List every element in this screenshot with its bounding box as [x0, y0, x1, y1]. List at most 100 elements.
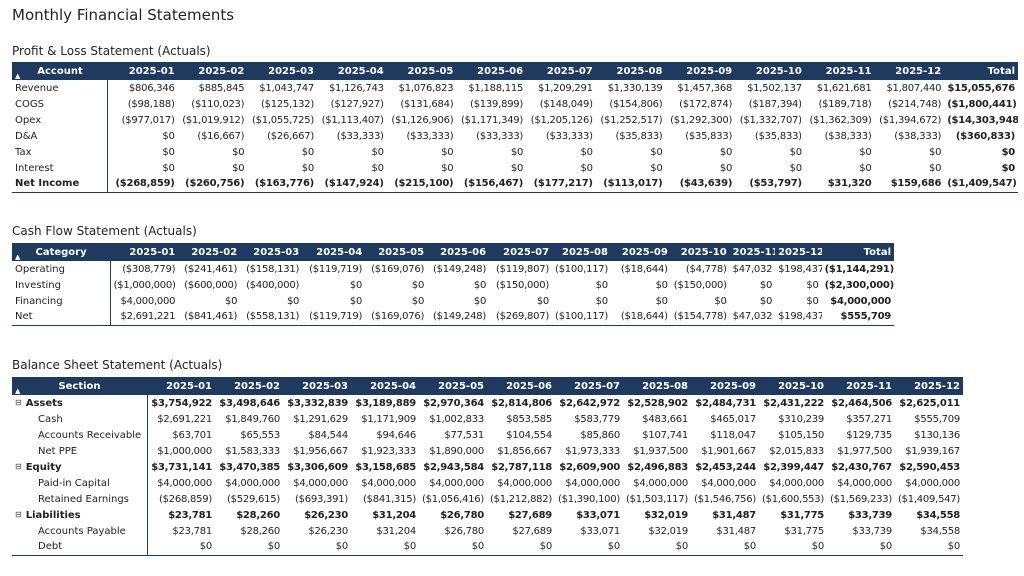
pl-cell: ($189,718)	[818, 98, 872, 110]
pl-total-cell: ($1,409,547)	[944, 176, 1018, 193]
bs-row-label[interactable]: ⊟ Assets	[12, 395, 148, 411]
bs-cell: $3,731,141	[151, 461, 212, 473]
cf-col-header[interactable]: 2025-02	[178, 243, 241, 261]
bs-cell: $26,230	[304, 509, 348, 521]
cf-row-label-text: Financing	[15, 295, 63, 307]
pl-cell: $1,330,139	[607, 82, 663, 94]
bs-row-label-text: Assets	[25, 397, 63, 409]
pl-cell: ($1,205,126)	[530, 114, 593, 126]
cf-col-header[interactable]: 2025-08	[552, 243, 611, 261]
bs-col-header[interactable]: 2025-12	[895, 377, 963, 395]
bs-cell: $104,554	[506, 429, 552, 441]
pl-col-header[interactable]: 2025-05	[386, 62, 457, 80]
pl-row-label: COGS	[12, 96, 109, 112]
pl-total-cell: ($1,800,441)	[947, 98, 1017, 110]
pl-cell: $0	[928, 162, 942, 174]
pl-col-header[interactable]: 2025-02	[177, 62, 248, 80]
collapse-toggle-icon[interactable]: ⊟	[15, 398, 22, 407]
cf-cell: ($269,807)	[489, 309, 553, 326]
bs-cell: $4,000,000	[837, 477, 892, 489]
cf-col-header[interactable]: Category ▲	[12, 243, 111, 261]
pl-col-header[interactable]: 2025-07	[526, 62, 596, 80]
bs-col-header[interactable]: 2025-11	[827, 377, 895, 395]
pl-col-header[interactable]: 2025-10	[735, 62, 805, 80]
pl-cell: ($125,132)	[260, 98, 315, 110]
pl-cell: $0	[301, 146, 315, 158]
pl-col-header[interactable]: Account ▲	[12, 62, 108, 80]
bs-row: ⊟ Assets $3,754,922 $3,498,646 $3,332,839 $3,…	[12, 395, 963, 411]
cf-col-header[interactable]: 2025-09	[610, 243, 671, 261]
bs-row-label[interactable]: ⊟ Liabilities	[12, 507, 148, 523]
collapse-toggle-icon[interactable]: ⊟	[15, 462, 22, 471]
bs-col-header[interactable]: 2025-06	[487, 377, 555, 395]
sort-ascending-icon[interactable]: ▲	[15, 387, 21, 395]
bs-col-header[interactable]: 2025-07	[555, 377, 623, 395]
collapse-toggle-icon[interactable]: ⊟	[15, 510, 22, 519]
pl-col-header[interactable]: 2025-09	[665, 62, 736, 80]
pl-col-header[interactable]: 2025-01	[107, 62, 178, 80]
bs-cell: $1,583,333	[225, 445, 280, 457]
bs-cell: $28,260	[240, 525, 280, 537]
cf-col-header[interactable]: 2025-10	[670, 243, 730, 261]
bs-col-header[interactable]: 2025-08	[623, 377, 691, 395]
pl-cell: $0	[859, 162, 872, 174]
cf-cell: $0	[595, 279, 608, 291]
bs-cell: $34,558	[916, 509, 960, 521]
pl-col-header[interactable]: 2025-03	[247, 62, 318, 80]
bs-cell: $107,741	[642, 429, 688, 441]
cf-col-header[interactable]: 2025-11	[729, 243, 779, 261]
pl-row: Net Income ($268,859) ($260,756) ($163,776)…	[12, 176, 1018, 193]
bs-cell: $0	[351, 539, 419, 556]
pl-col-header[interactable]: 2025-04	[317, 62, 387, 80]
pl-col-header[interactable]: 2025-12	[874, 62, 945, 80]
bs-col-header[interactable]: Section ▲	[12, 377, 147, 395]
cf-cell: $0	[473, 295, 487, 307]
sort-ascending-icon[interactable]: ▲	[15, 72, 21, 80]
bs-col-header[interactable]: 2025-10	[759, 377, 827, 395]
cf-col-header[interactable]: 2025-05	[365, 243, 428, 261]
cf-cell: $2,691,221	[110, 309, 179, 326]
bs-col-header[interactable]: 2025-01	[147, 377, 215, 395]
bs-row-label[interactable]: ⊟ Equity	[12, 459, 148, 475]
bs-title: Balance Sheet Statement (Actuals)	[12, 358, 223, 372]
cf-cell: $0	[536, 295, 550, 307]
pl-cell: ($1,019,912)	[182, 114, 245, 126]
cf-row: Operating ($308,779) ($241,461) ($158,131) (…	[12, 261, 894, 277]
cf-col-header[interactable]: 2025-03	[240, 243, 303, 261]
bs-cell: $0	[623, 539, 691, 556]
bs-col-header[interactable]: 2025-03	[283, 377, 351, 395]
pl-cell: ($268,859)	[107, 176, 178, 193]
sort-ascending-icon[interactable]: ▲	[15, 253, 21, 261]
pl-col-header[interactable]: Total	[944, 62, 1018, 80]
bs-col-header[interactable]: 2025-02	[215, 377, 283, 395]
cf-col-header[interactable]: 2025-04	[302, 243, 366, 261]
bs-row-label: Retained Earnings	[12, 491, 148, 507]
pl-cell: $0	[789, 146, 802, 158]
cf-cell: ($158,131)	[246, 263, 300, 275]
bs-cell: $2,943,584	[423, 461, 484, 473]
bs-col-header[interactable]: 2025-09	[691, 377, 759, 395]
bs-cell: $0	[827, 539, 895, 556]
cf-cell: $0	[759, 295, 773, 307]
cf-col-header[interactable]: 2025-01	[110, 243, 179, 261]
pl-total-cell: $0	[1001, 162, 1016, 174]
pl-cell: ($110,023)	[191, 98, 245, 110]
cf-cell: ($149,248)	[433, 263, 487, 275]
bs-cell: $94,646	[376, 429, 416, 441]
bs-col-header[interactable]: 2025-05	[419, 377, 487, 395]
bs-cell: ($1,409,547)	[898, 493, 961, 505]
cf-col-header[interactable]: 2025-12	[775, 243, 824, 261]
cf-col-header[interactable]: 2025-06	[427, 243, 490, 261]
pl-title: Profit & Loss Statement (Actuals)	[12, 44, 211, 58]
pl-col-header[interactable]: 2025-06	[456, 62, 527, 80]
cf-col-header[interactable]: Total	[821, 243, 894, 261]
pl-col-header[interactable]: 2025-08	[595, 62, 666, 80]
bs-col-header[interactable]: 2025-04	[351, 377, 419, 395]
pl-col-header[interactable]: 2025-11	[804, 62, 875, 80]
cf-col-header[interactable]: 2025-07	[489, 243, 553, 261]
bs-cell: $3,498,646	[219, 397, 280, 409]
pl-row-label: Net Income	[12, 176, 109, 193]
bs-cell: $31,487	[716, 525, 756, 537]
bs-cell: $31,204	[376, 525, 416, 537]
pl-row-label: Opex	[12, 112, 109, 128]
